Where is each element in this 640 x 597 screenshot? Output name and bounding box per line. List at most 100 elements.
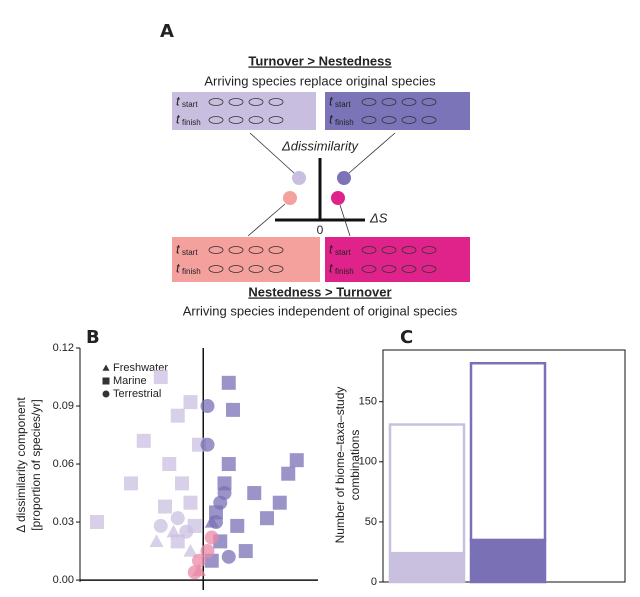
point [213, 495, 228, 510]
point [192, 553, 206, 568]
icon [228, 246, 244, 254]
icon [421, 265, 437, 273]
point [136, 433, 151, 448]
icon [361, 98, 377, 106]
icon [381, 265, 397, 273]
t-label: t [329, 111, 334, 126]
y-axis-label: [proportion of species/yr] [29, 399, 43, 530]
point [183, 544, 198, 557]
axis-label: Δdissimilarity [281, 138, 359, 153]
point [183, 495, 198, 510]
y-tick-label: 0.06 [53, 458, 74, 470]
t-sub: start [182, 248, 198, 257]
t-label: t [176, 111, 181, 126]
point [238, 544, 253, 559]
point [149, 534, 164, 547]
icon [248, 265, 264, 273]
icon [361, 265, 377, 273]
panel-label: B [86, 327, 100, 348]
point [221, 549, 236, 564]
t-sub: finish [335, 118, 354, 127]
point [162, 457, 177, 472]
point [200, 437, 215, 452]
box [172, 92, 316, 130]
icon [401, 265, 417, 273]
box [325, 92, 470, 130]
icon [268, 116, 284, 124]
point [166, 524, 181, 538]
point [217, 476, 232, 491]
bar-segment [469, 538, 547, 584]
icon [228, 98, 244, 106]
legend-label: Terrestrial [113, 388, 161, 400]
t-sub: start [335, 248, 351, 257]
y-axis-label: Δ dissimilarity component [14, 397, 28, 533]
icon [421, 116, 437, 124]
point [221, 375, 236, 390]
point [260, 511, 274, 526]
box [325, 237, 470, 282]
point [247, 486, 262, 501]
point [102, 377, 110, 385]
y-tick-label: 0.09 [53, 400, 74, 412]
dot [331, 191, 345, 205]
y-tick-label: 0.12 [53, 342, 74, 354]
icon [421, 246, 437, 254]
y-axis-label: Number of biome–taxa–study [333, 387, 347, 544]
t-label: t [176, 260, 181, 275]
icon [248, 246, 264, 254]
y-tick-label: 0.03 [53, 516, 74, 528]
point [230, 518, 245, 533]
t-sub: start [182, 100, 198, 109]
point [175, 476, 189, 491]
y-tick-label: 100 [359, 456, 377, 468]
icon [268, 246, 284, 254]
legend-label: Marine [113, 375, 147, 387]
icon [228, 265, 244, 273]
box [172, 237, 320, 282]
icon [268, 98, 284, 106]
point [204, 530, 219, 545]
y-tick-label: 150 [359, 396, 377, 408]
icon [381, 98, 397, 106]
bottom-title: Nestedness > Turnover [248, 284, 391, 299]
point [179, 524, 194, 539]
icon [381, 246, 397, 254]
point [289, 453, 304, 468]
point [187, 565, 202, 580]
t-sub: finish [182, 118, 201, 127]
bar-segment [469, 361, 547, 542]
point [170, 408, 185, 423]
icon [401, 116, 417, 124]
t-sub: finish [182, 267, 201, 276]
panel-label: C [400, 327, 413, 348]
icon [248, 116, 264, 124]
point [158, 499, 172, 514]
point [272, 495, 287, 510]
point [90, 515, 104, 530]
point [200, 399, 215, 414]
y-tick-label: 50 [365, 516, 377, 528]
icon [228, 116, 244, 124]
y-tick-label: 0.00 [53, 574, 74, 586]
point [281, 466, 296, 481]
point [153, 518, 168, 533]
top-title: Turnover > Nestedness [248, 53, 391, 68]
t-sub: start [335, 100, 351, 109]
point [183, 395, 198, 410]
icon [361, 116, 377, 124]
point [153, 370, 168, 385]
dot [292, 171, 306, 185]
icon [421, 98, 437, 106]
point [209, 515, 223, 530]
point [170, 511, 185, 526]
t-label: t [329, 241, 334, 256]
point [200, 544, 215, 559]
point [170, 534, 185, 549]
panel-label: A [160, 21, 174, 42]
point [221, 457, 236, 472]
y-axis-label: combinations [348, 430, 362, 501]
icon [361, 246, 377, 254]
arrows [247, 132, 396, 237]
